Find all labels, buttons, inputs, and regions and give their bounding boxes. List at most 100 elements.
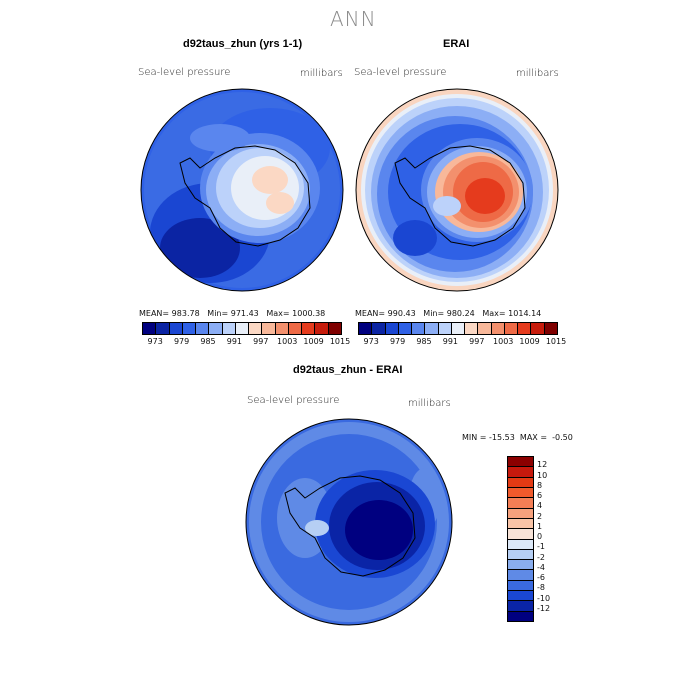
diff-colorbar-swatch bbox=[508, 487, 533, 499]
panel2-min: 980.24 bbox=[446, 309, 475, 318]
panel2-units: millibars bbox=[516, 68, 559, 79]
colorbar-swatch bbox=[328, 323, 341, 334]
colorbar-swatch bbox=[315, 323, 329, 334]
colorbar-label: 985 bbox=[200, 337, 216, 346]
colorbar-label: 997 bbox=[469, 337, 485, 346]
colorbar-label: 991 bbox=[226, 337, 243, 346]
diff-colorbar-swatch bbox=[508, 467, 533, 478]
diff-colorbar-label: -1 bbox=[537, 542, 545, 552]
colorbar-swatch bbox=[425, 323, 439, 334]
diff-colorbar bbox=[507, 456, 534, 622]
colorbar-swatch bbox=[143, 323, 157, 334]
panel1-map bbox=[140, 88, 344, 292]
diff-colorbar-label: 1 bbox=[537, 521, 543, 531]
diff-units: millibars bbox=[408, 398, 451, 409]
colorbar-label: 1009 bbox=[519, 337, 540, 346]
diff-colorbar-swatch bbox=[508, 611, 533, 621]
colorbar-swatch bbox=[235, 323, 250, 334]
diff-stats: MIN = -15.53 MAX = -0.50 bbox=[462, 433, 573, 442]
diff-colorbar-swatch bbox=[508, 477, 533, 488]
colorbar-swatch bbox=[412, 323, 426, 334]
diff-colorbar-swatch bbox=[508, 549, 533, 561]
colorbar-swatch bbox=[531, 323, 545, 334]
colorbar-swatch bbox=[196, 323, 210, 334]
panel2-title: ERAI bbox=[443, 38, 470, 50]
diff-colorbar-label: 8 bbox=[537, 480, 543, 490]
diff-colorbar-swatch bbox=[508, 529, 533, 540]
diff-colorbar-label: -4 bbox=[537, 562, 545, 572]
colorbar-swatch bbox=[398, 323, 413, 334]
colorbar-swatch bbox=[156, 323, 170, 334]
colorbar-swatch bbox=[372, 323, 386, 334]
panel1-max: 1000.38 bbox=[292, 309, 326, 318]
diff-colorbar-label: -8 bbox=[537, 583, 545, 593]
colorbar-swatch bbox=[544, 323, 557, 334]
diff-colorbar-label: 10 bbox=[537, 470, 548, 480]
diff-colorbar-label: -12 bbox=[537, 603, 551, 613]
panel2-variable: Sea-level pressure bbox=[354, 67, 447, 78]
diff-colorbar-label: -6 bbox=[537, 573, 545, 582]
panel2-max: 1014.14 bbox=[508, 309, 542, 318]
diff-colorbar-label: 4 bbox=[537, 501, 543, 511]
colorbar-label: 991 bbox=[442, 337, 459, 346]
colorbar-swatch bbox=[465, 323, 479, 334]
colorbar-label: 979 bbox=[389, 337, 406, 346]
colorbar-swatch bbox=[288, 323, 303, 334]
diff-min: -15.53 bbox=[489, 433, 515, 442]
colorbar-label: 973 bbox=[147, 337, 163, 346]
panel1-variable: Sea-level pressure bbox=[138, 67, 231, 78]
colorbar-label: 985 bbox=[416, 337, 432, 346]
diff-colorbar-label: -2 bbox=[537, 552, 545, 562]
panel1-mean: 983.78 bbox=[171, 309, 200, 318]
diff-colorbar-swatch bbox=[508, 508, 533, 519]
colorbar-swatch bbox=[262, 323, 276, 334]
colorbar-label: 973 bbox=[363, 337, 379, 346]
diff-colorbar-swatch bbox=[508, 518, 533, 530]
colorbar-label: 979 bbox=[173, 337, 190, 346]
colorbar-swatch bbox=[169, 323, 183, 334]
diff-colorbar-swatch bbox=[508, 601, 533, 612]
diff-map bbox=[245, 418, 453, 626]
diff-colorbar-label: 2 bbox=[537, 511, 543, 521]
diff-colorbar-swatch bbox=[508, 570, 533, 581]
diff-colorbar-swatch bbox=[508, 457, 533, 468]
panel1-title: d92taus_zhun (yrs 1-1) bbox=[183, 38, 303, 50]
diff-colorbar-label: 12 bbox=[537, 460, 548, 470]
colorbar-swatch bbox=[222, 323, 236, 334]
colorbar-swatch bbox=[359, 323, 373, 334]
colorbar-label: 997 bbox=[253, 337, 269, 346]
colorbar-label: 1009 bbox=[303, 337, 324, 346]
panel2-stats: MEAN= 990.43 Min= 980.24 Max= 1014.14 bbox=[355, 309, 542, 318]
diff-colorbar-swatch bbox=[508, 591, 533, 602]
colorbar-label: 1015 bbox=[329, 337, 351, 346]
colorbar-swatch bbox=[451, 323, 466, 334]
colorbar-swatch bbox=[182, 323, 197, 334]
panel2-colorbar bbox=[358, 322, 558, 335]
diff-max: -0.50 bbox=[552, 433, 573, 442]
panel1-colorbar bbox=[142, 322, 342, 335]
colorbar-swatch bbox=[491, 323, 505, 334]
colorbar-label: 1003 bbox=[277, 337, 298, 346]
diff-colorbar-swatch bbox=[508, 560, 533, 571]
colorbar-swatch bbox=[478, 323, 492, 334]
diff-colorbar-label: 6 bbox=[537, 491, 543, 500]
panel1-min: 971.43 bbox=[230, 309, 259, 318]
panel2-map bbox=[355, 88, 559, 292]
diff-colorbar-swatch bbox=[508, 498, 533, 509]
colorbar-swatch bbox=[385, 323, 399, 334]
colorbar-swatch bbox=[438, 323, 452, 334]
colorbar-label: 1015 bbox=[545, 337, 567, 346]
panel2-mean: 990.43 bbox=[387, 309, 416, 318]
diff-variable: Sea-level pressure bbox=[247, 395, 340, 406]
colorbar-swatch bbox=[504, 323, 519, 334]
colorbar-swatch bbox=[249, 323, 263, 334]
diff-title: d92taus_zhun - ERAI bbox=[293, 364, 403, 376]
page-title: ANN bbox=[330, 7, 377, 31]
diff-colorbar-label: 0 bbox=[537, 532, 543, 541]
colorbar-swatch bbox=[209, 323, 223, 334]
colorbar-swatch bbox=[302, 323, 316, 334]
panel1-stats: MEAN= 983.78 Min= 971.43 Max= 1000.38 bbox=[139, 309, 326, 318]
diff-colorbar-label: -10 bbox=[537, 593, 551, 603]
panel1-units: millibars bbox=[300, 68, 343, 79]
diff-colorbar-swatch bbox=[508, 580, 533, 592]
